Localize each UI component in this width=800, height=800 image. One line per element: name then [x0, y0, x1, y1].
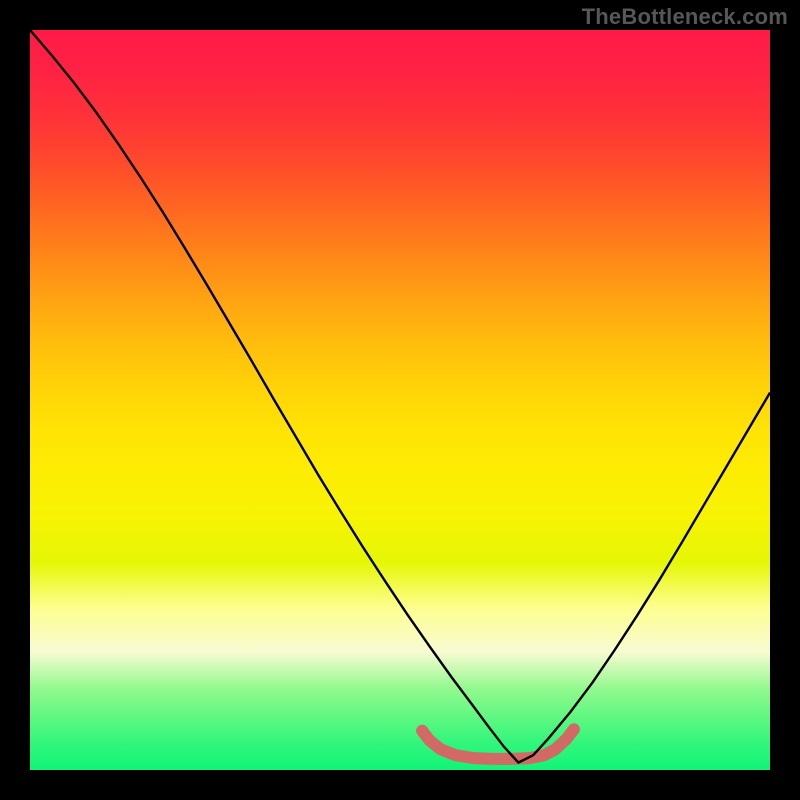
- chart-container: TheBottleneck.com: [0, 0, 800, 800]
- band-start-dot: [416, 725, 428, 737]
- watermark-text: TheBottleneck.com: [582, 4, 788, 30]
- curve-svg: [30, 30, 770, 770]
- bottleneck-curve: [30, 30, 770, 763]
- plot-area: [30, 30, 770, 770]
